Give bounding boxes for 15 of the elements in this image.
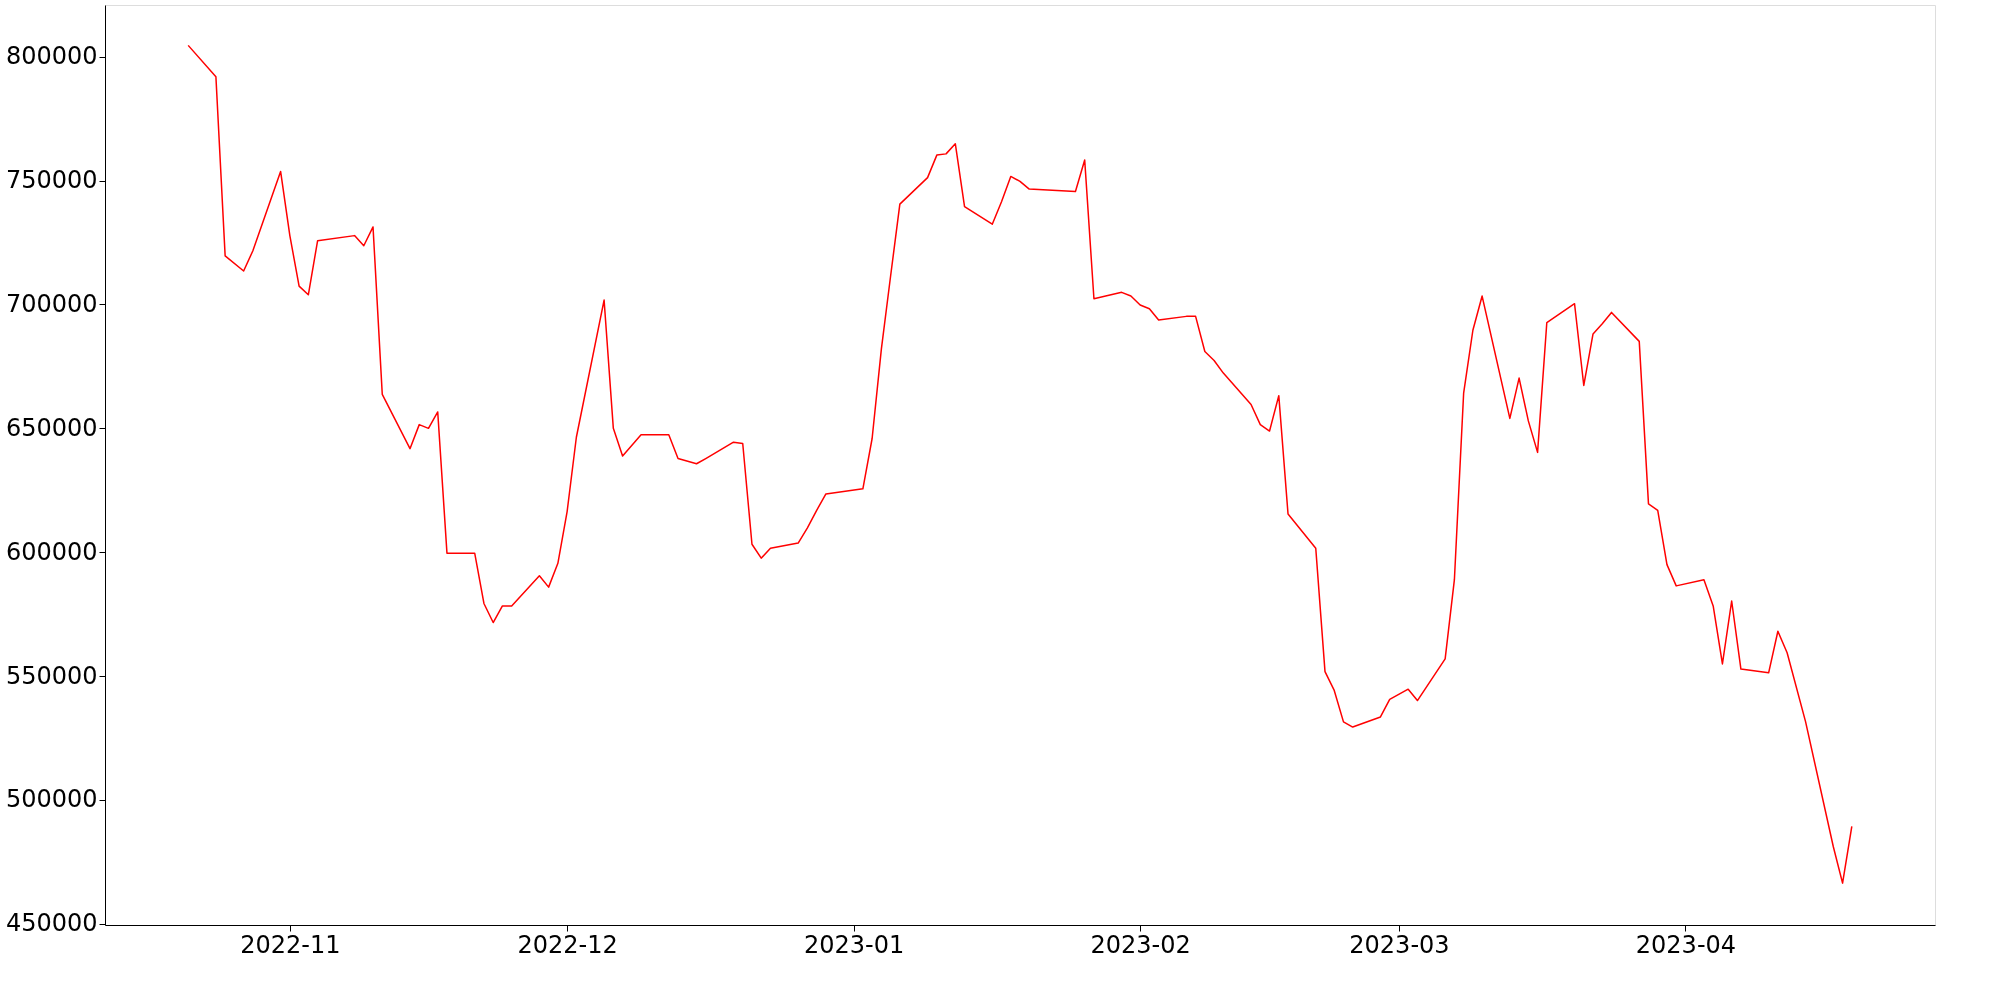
y-tick-label: 700000 — [5, 289, 98, 318]
y-tick-label: 650000 — [5, 413, 98, 442]
x-tick-label: 2023-04 — [1635, 930, 1737, 959]
y-tick-label: 550000 — [5, 661, 98, 690]
x-tick-label: 2023-02 — [1090, 930, 1191, 959]
x-tick-label: 2023-03 — [1349, 930, 1450, 959]
x-tick-label: 2022-11 — [240, 930, 341, 959]
y-tick-label: 450000 — [5, 909, 98, 938]
x-tick-label: 2023-01 — [804, 930, 905, 959]
x-tick-label: 2022-12 — [517, 930, 618, 959]
line-series — [187, 44, 1853, 884]
y-tick-label: 600000 — [5, 537, 98, 566]
y-tick-label: 500000 — [5, 785, 98, 814]
y-tick-label: 800000 — [5, 42, 98, 71]
y-tick-label: 750000 — [5, 166, 98, 195]
